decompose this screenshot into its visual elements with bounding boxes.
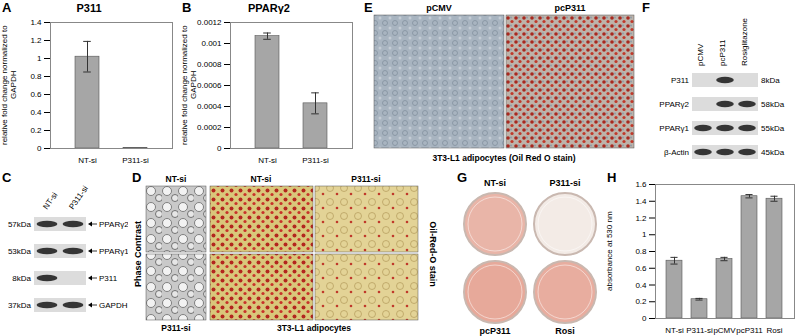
svg-text:β-Actin: β-Actin (664, 148, 689, 157)
svg-text:P311-si: P311-si (161, 323, 190, 333)
svg-text:Rosiglitazone: Rosiglitazone (740, 17, 749, 66)
html-text:A: A (2, 0, 12, 15)
svg-text:PPARγ2: PPARγ2 (659, 100, 689, 109)
svg-text:0.6: 0.6 (635, 264, 647, 273)
svg-text:NT-si: NT-si (258, 156, 277, 165)
svg-text:pcP311: pcP311 (718, 39, 727, 66)
svg-text:NT-si: NT-si (166, 174, 187, 184)
svg-text:55kDa: 55kDa (761, 124, 785, 133)
svg-text:pcP311: pcP311 (479, 326, 510, 336)
svg-text:Rosi: Rosi (766, 326, 782, 335)
svg-text:1.2: 1.2 (30, 36, 42, 45)
svg-text:1: 1 (37, 54, 42, 63)
svg-text:0.2: 0.2 (635, 297, 647, 306)
svg-text:pcP311: pcP311 (554, 3, 585, 13)
html-text:C: C (2, 170, 12, 185)
svg-text:8kDa: 8kDa (761, 76, 780, 85)
svg-text:pCMV: pCMV (696, 43, 705, 66)
html-text:B: B (182, 0, 192, 15)
svg-text:P311-si: P311-si (549, 178, 580, 188)
html-text:E: E (364, 0, 373, 15)
svg-text:57kDa: 57kDa (8, 220, 32, 229)
svg-text:0: 0 (217, 144, 222, 153)
html-text:D: D (132, 170, 142, 185)
svg-text:0: 0 (642, 314, 647, 323)
svg-text:P311-si: P311-si (686, 326, 713, 335)
svg-text:P311-si: P311-si (67, 184, 90, 211)
svg-text:1: 1 (642, 230, 647, 239)
svg-text:PPARγ1: PPARγ1 (659, 124, 689, 133)
svg-text:1.2: 1.2 (635, 214, 647, 223)
html-text:PPARγ2: PPARγ2 (248, 2, 290, 14)
html-text:G: G (457, 170, 468, 185)
svg-text:GAPDH: GAPDH (99, 301, 128, 310)
svg-text:0.0008: 0.0008 (197, 60, 222, 69)
svg-text:P311: P311 (671, 76, 690, 85)
svg-text:8kDa: 8kDa (12, 274, 31, 283)
html-text:relative fold change normalize: relative fold change normalized to GAPDH (0, 25, 18, 145)
svg-text:0.6: 0.6 (30, 90, 42, 99)
svg-text:0.2: 0.2 (30, 126, 42, 135)
svg-text:1.4: 1.4 (635, 197, 647, 206)
svg-text:0.4: 0.4 (30, 108, 42, 117)
svg-text:0.0002: 0.0002 (197, 123, 222, 132)
svg-text:Rosi: Rosi (555, 326, 575, 336)
svg-text:0.001: 0.001 (201, 39, 222, 48)
svg-text:NT-si: NT-si (78, 156, 97, 165)
svg-text:0.8: 0.8 (30, 72, 42, 81)
svg-text:0: 0 (37, 144, 42, 153)
svg-text:0.0012: 0.0012 (197, 18, 222, 27)
svg-text:Oil-Red-O stain: Oil-Red-O stain (428, 221, 438, 287)
html-text:relative fold change normalize: relative fold change normalized to GAPDH (180, 25, 198, 145)
svg-text:P311-si: P311-si (302, 156, 329, 165)
svg-text:PPARγ2: PPARγ2 (99, 220, 128, 229)
svg-text:53kDa: 53kDa (8, 247, 32, 256)
svg-text:NT-si: NT-si (484, 178, 506, 188)
svg-text:0.0004: 0.0004 (197, 102, 222, 111)
html-text:F: F (642, 0, 650, 15)
svg-text:0.4: 0.4 (635, 281, 647, 290)
svg-text:NT-si: NT-si (251, 174, 272, 184)
html-text:H: H (607, 170, 617, 185)
svg-text:0.8: 0.8 (635, 247, 647, 256)
html-text:absorbance at 530 nm: absorbance at 530 nm (605, 211, 614, 291)
svg-text:NT-si: NT-si (665, 326, 684, 335)
svg-text:pcP311: pcP311 (736, 326, 763, 335)
html-text:P311: P311 (76, 2, 102, 14)
svg-text:pCMV: pCMV (713, 326, 736, 335)
svg-text:Phase Contrast: Phase Contrast (133, 221, 143, 287)
svg-text:0.0006: 0.0006 (197, 81, 222, 90)
svg-text:58kDa: 58kDa (761, 100, 785, 109)
svg-text:45kDa: 45kDa (761, 148, 785, 157)
svg-text:1.4: 1.4 (30, 18, 42, 27)
svg-text:3T3-L1 adipocytes (Oil Red O s: 3T3-L1 adipocytes (Oil Red O stain) (432, 153, 575, 163)
svg-text:1.6: 1.6 (635, 180, 647, 189)
svg-text:P311-si: P311-si (122, 156, 149, 165)
svg-text:NT-si: NT-si (41, 191, 59, 212)
svg-text:PPARγ1: PPARγ1 (99, 247, 128, 256)
svg-text:37kDa: 37kDa (8, 301, 32, 310)
svg-text:P311-si: P311-si (351, 174, 380, 184)
svg-text:pCMV: pCMV (426, 3, 452, 13)
svg-text:P311: P311 (99, 274, 118, 283)
svg-text:3T3-L1 adipocytes: 3T3-L1 adipocytes (277, 323, 351, 333)
